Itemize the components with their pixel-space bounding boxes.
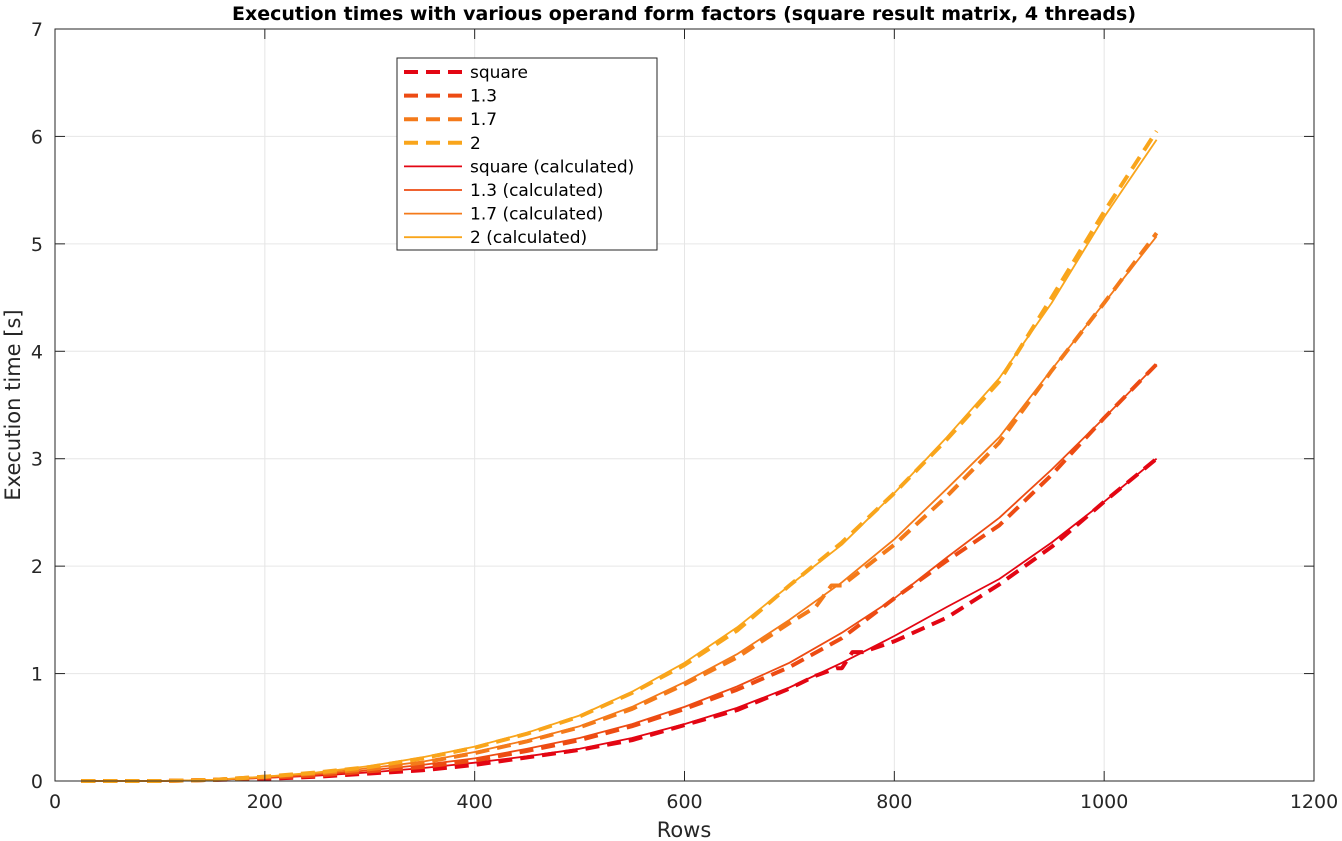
y-axis-label: Execution time [s] (1, 309, 25, 500)
legend-label: 1.3 (calculated) (470, 181, 603, 201)
x-axis-label: Rows (657, 818, 712, 841)
series-line-2 (81, 130, 1159, 783)
y-tick-label: 1 (31, 664, 43, 686)
x-tick-label: 800 (876, 791, 912, 813)
x-tick-label: 0 (49, 791, 61, 813)
legend-label: 1.7 (calculated) (470, 205, 603, 225)
x-tick-label: 400 (457, 791, 493, 813)
y-tick-label: 2 (31, 556, 43, 578)
y-tick-label: 7 (31, 19, 43, 41)
y-tick-label: 3 (31, 449, 43, 471)
y-tick-label: 4 (31, 341, 43, 363)
x-tick-label: 1000 (1080, 791, 1128, 813)
y-tick-label: 0 (31, 771, 43, 793)
series-line-1-7 (81, 231, 1159, 783)
legend-label: 1.7 (470, 110, 497, 130)
y-tick-label: 6 (31, 126, 43, 148)
legend-box (396, 57, 658, 251)
legend-label: square (470, 63, 528, 83)
legend-label: square (calculated) (470, 157, 634, 177)
y-tick-label: 5 (31, 234, 43, 256)
legend-label: 1.3 (470, 87, 497, 107)
series-line-square (81, 457, 1158, 783)
x-tick-label: 600 (666, 791, 702, 813)
legend-label: 2 (470, 134, 481, 154)
x-tick-label: 200 (247, 791, 283, 813)
series-layer (81, 130, 1159, 783)
chart-title: Execution times with various operand for… (232, 3, 1136, 25)
legend-label: 2 (calculated) (470, 228, 587, 248)
x-tick-label: 1200 (1290, 791, 1338, 813)
legend: square 1.3 1.7 2 square (calculated) 1.3 (cal… (396, 57, 658, 251)
axis-ticks: 0 200 400 600 800 1000 1200 0 1 2 3 4 5 6 7 (31, 19, 1338, 813)
